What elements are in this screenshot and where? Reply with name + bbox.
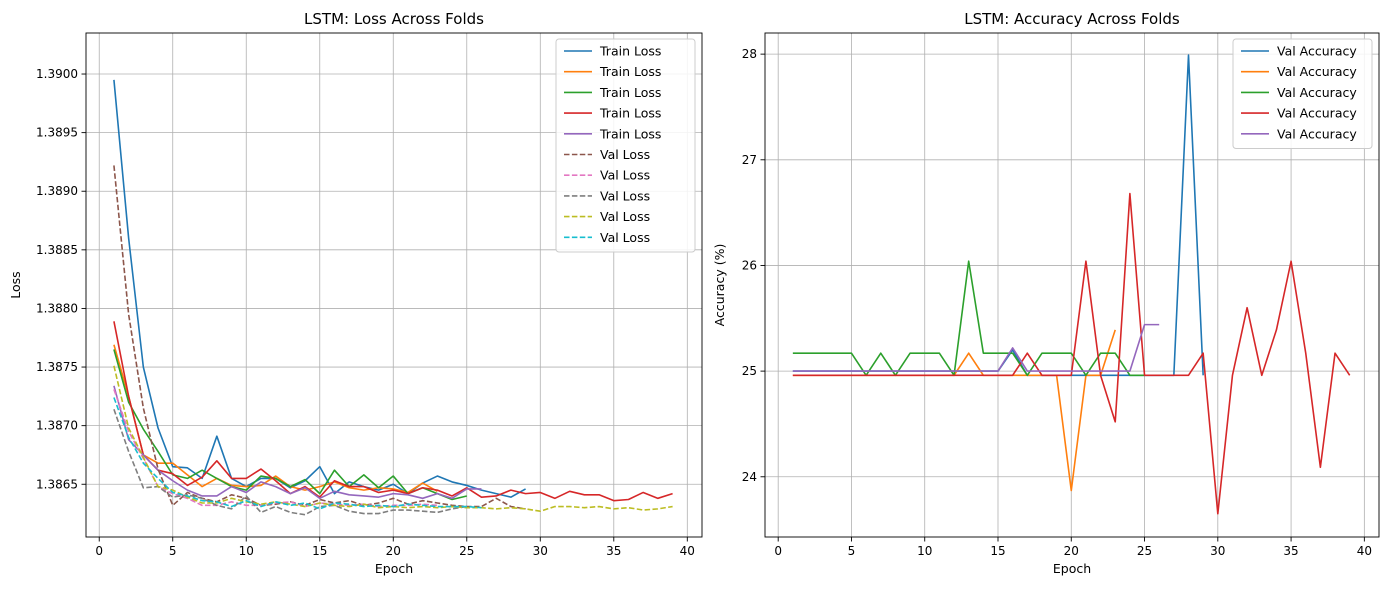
- chart-panel-2: 0 5 10 15 20 25 30 35 40 24 25 26 27 28 LSTM: Accuracy…: [712, 10, 1380, 576]
- y-tick-label: 1.3890: [36, 184, 78, 198]
- y-tick-label: 1.3875: [36, 360, 78, 374]
- series-line-7: [113, 389, 438, 508]
- legend-label: Val Accuracy: [1277, 64, 1357, 79]
- legend-label: Val Accuracy: [1277, 106, 1357, 121]
- y-tick-label: 27: [742, 153, 757, 167]
- series-line-5: [792, 323, 1160, 372]
- series-line-9: [113, 365, 673, 513]
- y-tick-label: 1.3865: [36, 477, 78, 491]
- x-axis-label: Epoch: [375, 561, 413, 576]
- legend-label: Val Loss: [600, 230, 650, 245]
- legend-label: Val Loss: [600, 147, 650, 162]
- x-axis-label: Epoch: [1053, 561, 1091, 576]
- legend-label: Val Accuracy: [1277, 44, 1357, 59]
- chart-panel-1: 0 5 10 15 20 25 30 35 40 1.3865 1.3870 1.3875 1.3880…: [8, 10, 703, 576]
- y-tick-label: 1.3895: [36, 126, 78, 140]
- x-tick-label: 30: [533, 544, 548, 558]
- x-tick-label: 0: [95, 544, 103, 558]
- chart-title: LSTM: Loss Across Folds: [304, 10, 484, 28]
- legend-label: Train Loss: [599, 85, 661, 100]
- series-group: [792, 54, 1351, 515]
- legend-label: Train Loss: [599, 44, 661, 59]
- y-tick-label: 25: [742, 364, 757, 378]
- legend: Train Loss Train Loss Train Loss Train Loss…: [555, 38, 696, 253]
- legend-label: Val Loss: [600, 168, 650, 183]
- x-tick-label: 5: [169, 544, 177, 558]
- y-tick-label: 1.3885: [36, 243, 78, 257]
- x-tick-label: 15: [990, 544, 1005, 558]
- legend-label: Val Accuracy: [1277, 85, 1357, 100]
- series-line-2: [792, 329, 1116, 492]
- series-line-6: [113, 165, 526, 510]
- x-tick-label: 20: [386, 544, 401, 558]
- legend-label: Val Loss: [600, 209, 650, 224]
- series-line-4: [113, 321, 673, 502]
- x-tick-label: 0: [774, 544, 782, 558]
- series-line-3: [792, 260, 1145, 377]
- x-tick-label: 5: [848, 544, 856, 558]
- chart-title: LSTM: Accuracy Across Folds: [964, 10, 1180, 28]
- series-group: [113, 79, 673, 516]
- legend-label: Train Loss: [599, 126, 661, 141]
- series-line-8: [113, 408, 467, 516]
- series-line-2: [113, 344, 438, 494]
- x-tick-label: 10: [239, 544, 254, 558]
- x-tick-label: 25: [459, 544, 474, 558]
- x-tick-label: 30: [1210, 544, 1225, 558]
- legend-label: Train Loss: [599, 106, 661, 121]
- x-tick-label: 15: [312, 544, 327, 558]
- axes-frame: [85, 32, 703, 538]
- x-tick-label: 25: [1137, 544, 1152, 558]
- series-line-5: [113, 385, 482, 500]
- x-tick-label: 10: [917, 544, 932, 558]
- legend-label: Val Accuracy: [1277, 126, 1357, 141]
- x-tick-label: 40: [680, 544, 695, 558]
- y-tick-label: 28: [742, 47, 757, 61]
- series-line-1: [113, 79, 526, 498]
- axes-frame: [764, 32, 1380, 538]
- x-tick-label: 35: [1283, 544, 1298, 558]
- legend-label: Val Loss: [600, 188, 650, 203]
- y-axis-label: Loss: [8, 271, 23, 298]
- x-tick-label: 35: [606, 544, 621, 558]
- y-tick-label: 26: [742, 258, 757, 272]
- y-tick-label: 1.3870: [36, 419, 78, 433]
- series-line-4: [792, 192, 1351, 515]
- legend-box: [1232, 38, 1373, 149]
- x-tick-label: 40: [1357, 544, 1372, 558]
- legend: Val Accuracy Val Accuracy Val Accuracy Val …: [1232, 38, 1373, 149]
- y-tick-label: 1.3900: [36, 67, 78, 81]
- legend-label: Train Loss: [599, 64, 661, 79]
- y-axis-label: Accuracy (%): [712, 244, 727, 327]
- x-tick-label: 20: [1064, 544, 1079, 558]
- y-tick-label: 1.3880: [36, 301, 78, 315]
- y-tick-label: 24: [742, 470, 757, 484]
